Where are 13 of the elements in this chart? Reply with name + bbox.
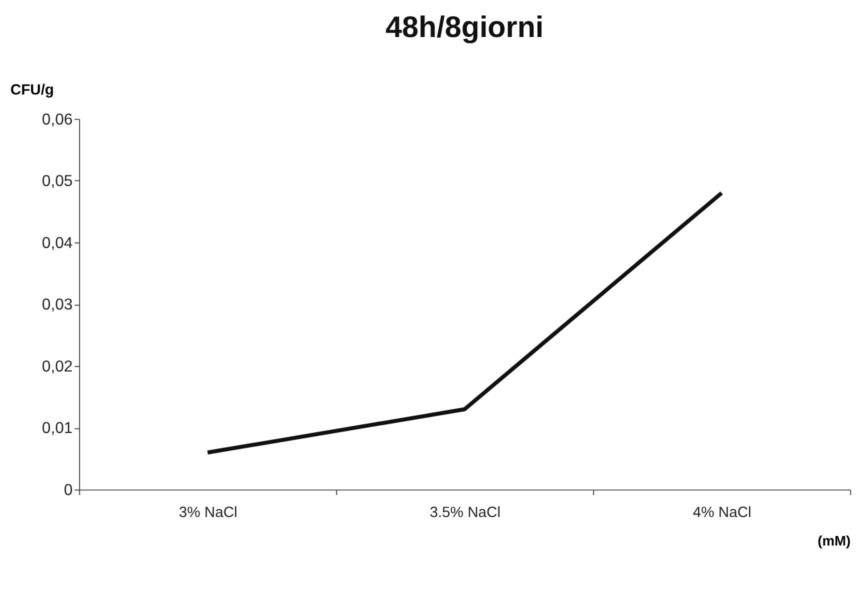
- chart-title: 48h/8giorni: [386, 10, 544, 44]
- x-tick-label: 3% NaCl: [178, 504, 238, 521]
- y-axis-title: CFU/g: [10, 82, 54, 99]
- y-tick-label: 0,06: [42, 111, 73, 128]
- y-tick-label: 0,04: [42, 234, 73, 252]
- y-tick-label: 0: [64, 482, 73, 500]
- y-tick-label: 0,05: [42, 173, 73, 190]
- x-axis-title: (mM): [818, 532, 851, 548]
- y-tick-label: 0,02: [42, 358, 73, 376]
- x-tick-label: 4% NaCl: [692, 504, 752, 521]
- x-tick-label: 3.5% NaCl: [430, 504, 501, 521]
- y-tick-label: 0,03: [42, 296, 73, 314]
- y-tick-label: 0,01: [42, 420, 73, 438]
